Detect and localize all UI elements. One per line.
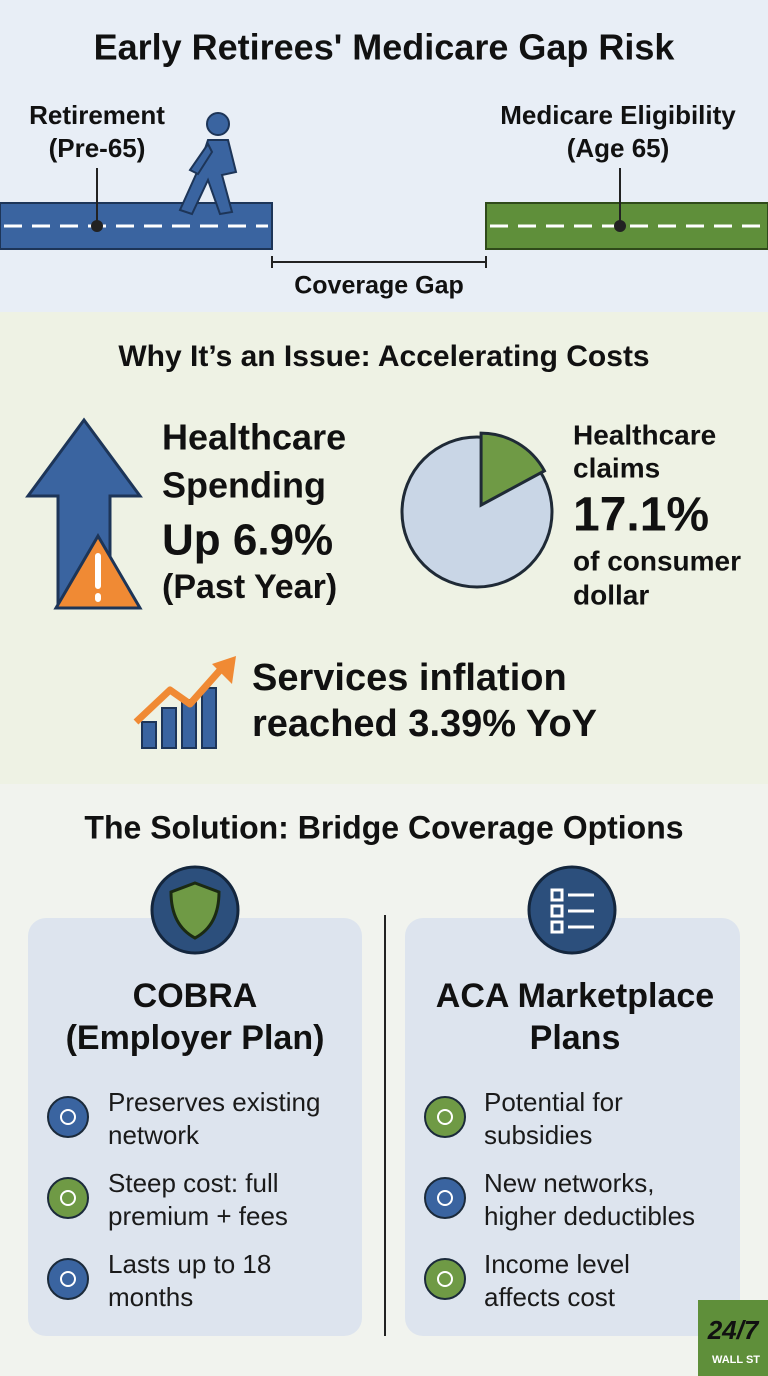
pie-slice [479, 431, 547, 508]
walker-arm [188, 142, 214, 176]
header-bg [0, 0, 768, 312]
stat-text: Healthcare [162, 417, 346, 458]
stat-text: Healthcare [573, 419, 716, 450]
point-icon-mark [437, 1271, 453, 1287]
stat-text: of consumer [573, 545, 741, 576]
stat-text: claims [573, 452, 660, 483]
point-icon [424, 1096, 466, 1138]
up-arrow-icon [25, 417, 143, 610]
timeline [0, 112, 768, 268]
stat-text: (Past Year) [162, 568, 337, 606]
icon-bar [141, 721, 157, 749]
icon-bar [161, 707, 177, 749]
icon-trend-head [212, 656, 236, 684]
pointer-dot [614, 220, 626, 232]
point-text: Income level [484, 1249, 630, 1279]
issue-bg [0, 312, 768, 784]
end-label: (Age 65) [567, 133, 670, 163]
start-label: Retirement [29, 100, 165, 130]
start-label: (Pre-65) [49, 133, 146, 163]
walker-body [178, 139, 238, 216]
title: Early Retirees' Medicare Gap Risk [94, 27, 676, 68]
point-icon [47, 1177, 89, 1219]
option-card [28, 918, 362, 1336]
point-text: subsidies [484, 1120, 592, 1150]
section-heading: Why It’s an Issue: Accelerating Costs [118, 340, 649, 373]
end-label: Medicare Eligibility [500, 100, 736, 130]
point-text: affects cost [484, 1282, 616, 1312]
logo-bg [698, 1300, 768, 1376]
walker-head [206, 112, 230, 136]
point-text: higher deductibles [484, 1201, 695, 1231]
stat-value: Up 6.9% [162, 516, 333, 565]
point-text: Steep cost: full [108, 1168, 279, 1198]
checklist [550, 888, 594, 934]
walker-icon [178, 112, 238, 216]
option-card [405, 918, 740, 1336]
option-title: ACA Marketplace [436, 977, 714, 1015]
logo-text: WALL ST [712, 1354, 760, 1366]
icon-trend [133, 665, 225, 725]
point-icon [47, 1096, 89, 1138]
gap-bracket [271, 256, 487, 268]
point-text: premium + fees [108, 1201, 288, 1231]
growth-icon [133, 656, 236, 749]
point-text: months [108, 1282, 193, 1312]
point-icon [424, 1258, 466, 1300]
option-title: COBRA [133, 977, 258, 1015]
option-title: Plans [530, 1019, 621, 1057]
option-title: (Employer Plan) [66, 1019, 325, 1057]
pointer-dot [91, 220, 103, 232]
point-icon-mark [437, 1190, 453, 1206]
point-text: Potential for [484, 1087, 623, 1117]
stat-text: reached 3.39% YoY [252, 703, 597, 745]
stat-text: Spending [162, 465, 326, 506]
point-icon [424, 1177, 466, 1219]
stat-text: dollar [573, 579, 649, 610]
point-text: network [108, 1120, 200, 1150]
gap-label: Coverage Gap [294, 272, 464, 300]
point-icon [47, 1258, 89, 1300]
point-icon-mark [60, 1109, 76, 1125]
point-icon-mark [60, 1271, 76, 1287]
stat-text: Services inflation [252, 657, 567, 699]
point-text: Lasts up to 18 [108, 1249, 271, 1279]
checklist-icon [527, 865, 617, 955]
stat-value: 17.1% [573, 489, 709, 542]
shield [169, 881, 221, 940]
point-icon-mark [437, 1109, 453, 1125]
section-heading: The Solution: Bridge Coverage Options [84, 809, 683, 845]
point-text: Preserves existing [108, 1087, 320, 1117]
shield-icon [150, 865, 240, 955]
icon-bar [201, 687, 217, 749]
logo-text: 24/7 [707, 1315, 760, 1345]
point-text: New networks, [484, 1168, 655, 1198]
point-icon-mark [60, 1190, 76, 1206]
